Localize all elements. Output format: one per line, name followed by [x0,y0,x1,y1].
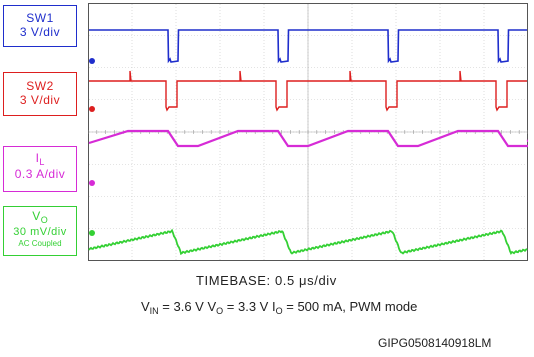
io-value: = 500 mA, PWM mode [286,299,418,314]
vo-name-sub: O [40,215,48,225]
vin-subscript: IN [149,306,159,316]
figure-id: GIPG0508140918LM [378,336,492,350]
channel-name-il: IL [4,151,76,167]
ground-marker [89,180,95,186]
vo-name-main: V [32,209,41,223]
timebase-caption: TIMEBASE: 0.5 μs/div [196,273,337,288]
ground-marker [89,230,95,236]
trace-il [88,129,528,148]
vin-value: = 3.6 V [162,299,204,314]
il-name-main: I [35,151,40,165]
vin-symbol: V [141,299,150,314]
channel-scale-il: 0.3 A/div [14,167,66,181]
trace-sw2 [89,70,527,112]
il-name-sub: L [39,157,45,167]
traces [88,29,528,256]
vo-symbol: V [207,299,217,314]
channel-name-vo: VO [4,209,76,225]
trace-vo [88,228,528,256]
channel-label-sw1: SW1 3 V/div [3,5,77,47]
ground-markers [89,58,95,236]
channel-coupling-vo: AC Coupled [18,239,62,248]
channel-label-sw2: SW2 3 V/div [3,72,77,116]
timebase-value: 0.5 μs/div [274,273,337,288]
io-subscript: O [275,306,283,316]
vo-value: = 3.3 V [226,299,269,314]
ground-marker [89,106,95,112]
channel-name-sw2: SW2 [26,79,54,93]
io-symbol: I [271,299,276,314]
channel-scale-vo: 30 mV/div [13,226,67,238]
timebase-label: TIMEBASE: [196,273,271,288]
trace-sw1 [89,29,527,64]
channel-scale-sw2: 3 V/div [19,93,61,107]
vo-subscript: O [216,306,224,316]
channel-label-vo: VO 30 mV/div AC Coupled [3,206,77,256]
oscilloscope-screen [88,3,528,261]
grid [88,4,528,260]
conditions-caption: VIN = 3.6 V VO = 3.3 V IO = 500 mA, PWM … [141,299,417,316]
channel-name-sw1: SW1 [26,11,54,25]
channel-scale-sw1: 3 V/div [19,25,61,39]
ground-marker [89,58,95,64]
channel-label-il: IL 0.3 A/div [3,146,77,192]
